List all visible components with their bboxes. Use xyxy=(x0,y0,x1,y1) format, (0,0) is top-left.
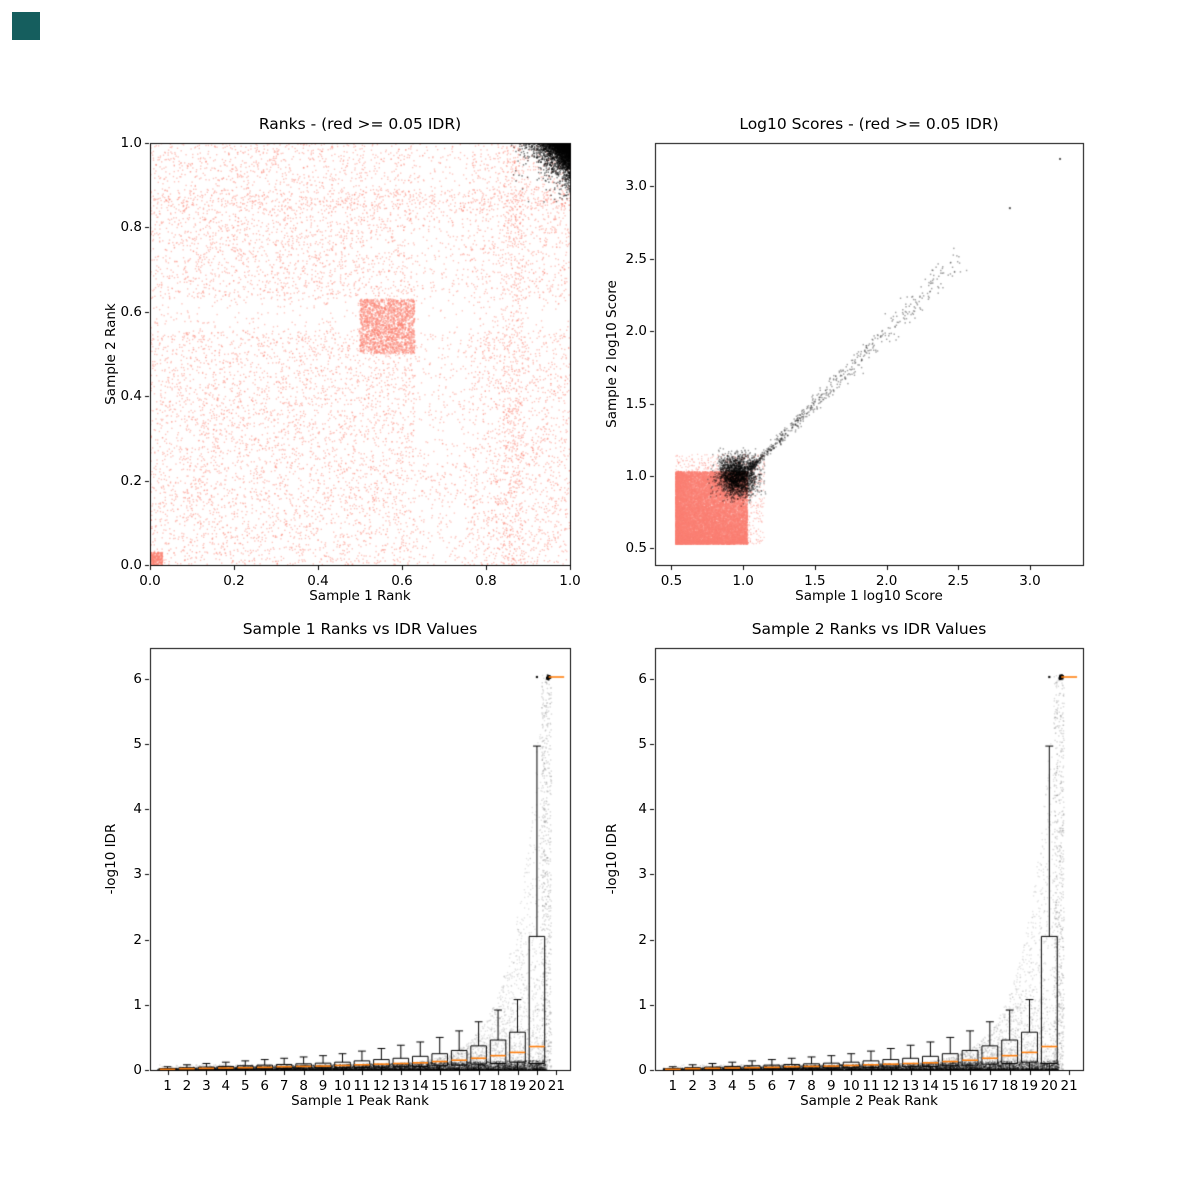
y-tick-label: 2.5 xyxy=(625,250,647,267)
x-tick-label: 21 xyxy=(547,1078,565,1094)
x-tick-label: 14 xyxy=(921,1078,940,1094)
x-tick-label: 13 xyxy=(902,1078,920,1094)
corner-artifact xyxy=(12,12,40,40)
x-tick-label: 12 xyxy=(882,1078,900,1094)
x-tick-label: 3 xyxy=(708,1078,717,1094)
y-tick-label: 1 xyxy=(638,996,647,1013)
x-tick-label: 13 xyxy=(392,1078,410,1094)
x-tick-label: 11 xyxy=(353,1078,371,1094)
sample2-idr-y-axis-label: -log10 IDR xyxy=(604,823,620,895)
x-tick-label: 0.8 xyxy=(475,573,497,589)
x-tick-label: 17 xyxy=(470,1078,488,1094)
y-tick-label: 0.2 xyxy=(120,472,142,489)
x-tick-label: 0.2 xyxy=(223,573,245,589)
x-tick-label: 0.0 xyxy=(139,573,161,589)
x-tick-label: 12 xyxy=(372,1078,390,1094)
sample2-peak-rank-x-axis-label: Sample 2 Peak Rank xyxy=(800,1093,938,1109)
scores-y-axis-label: Sample 2 log10 Score xyxy=(604,280,620,428)
x-tick-label: 5 xyxy=(240,1078,250,1094)
x-tick-label: 6 xyxy=(260,1078,270,1094)
x-tick-label: 9 xyxy=(318,1078,328,1094)
x-tick-label: 15 xyxy=(431,1078,449,1094)
y-tick-label: 3 xyxy=(638,866,647,883)
x-tick-label: 1 xyxy=(668,1078,678,1094)
y-tick-label: 5 xyxy=(133,736,142,753)
y-tick-label: 0.6 xyxy=(120,303,142,320)
x-tick-label: 0.6 xyxy=(391,573,413,589)
x-tick-label: 19 xyxy=(508,1078,527,1094)
y-tick-label: 2.0 xyxy=(625,323,647,340)
y-tick-label: 3.0 xyxy=(625,178,647,195)
x-tick-label: 2 xyxy=(688,1078,697,1094)
x-tick-label: 2 xyxy=(182,1078,192,1094)
x-tick-label: 1.0 xyxy=(559,573,581,589)
scores-x-axis-label: Sample 1 log10 Score xyxy=(795,588,943,604)
x-tick-label: 20 xyxy=(528,1078,546,1094)
x-tick-label: 8 xyxy=(807,1078,816,1094)
y-tick-label: 1.0 xyxy=(625,467,647,484)
x-tick-label: 2.0 xyxy=(875,573,898,589)
y-tick-label: 0.5 xyxy=(625,540,647,557)
ranks-y-axis-label: Sample 2 Rank xyxy=(103,303,119,405)
y-tick-label: 0.4 xyxy=(120,388,142,405)
x-tick-label: 20 xyxy=(1040,1078,1058,1094)
x-tick-label: 10 xyxy=(842,1078,860,1094)
x-tick-label: 11 xyxy=(862,1078,880,1094)
y-tick-label: 3 xyxy=(133,866,142,883)
x-tick-label: 3 xyxy=(202,1078,211,1094)
scores-plot-title: Log10 Scores - (red >= 0.05 IDR) xyxy=(739,115,999,133)
x-tick-label: 2.5 xyxy=(947,573,969,589)
y-tick-label: 2 xyxy=(638,931,647,948)
y-tick-label: 4 xyxy=(133,801,142,818)
x-tick-label: 14 xyxy=(411,1078,429,1094)
x-tick-label: 16 xyxy=(450,1078,468,1094)
sample1-peak-rank-x-axis-label: Sample 1 Peak Rank xyxy=(291,1093,429,1109)
sample1-idr-plot-title: Sample 1 Ranks vs IDR Values xyxy=(242,620,478,638)
x-tick-label: 1.0 xyxy=(732,573,754,589)
y-tick-label: 1 xyxy=(133,996,142,1013)
sample2-idr-plot-title: Sample 2 Ranks vs IDR Values xyxy=(751,620,987,638)
x-tick-label: 4 xyxy=(727,1078,737,1094)
x-tick-label: 0.5 xyxy=(660,573,683,589)
x-tick-label: 9 xyxy=(827,1078,836,1094)
x-tick-label: 7 xyxy=(279,1078,289,1094)
x-tick-label: 17 xyxy=(981,1078,999,1094)
y-tick-label: 0 xyxy=(638,1062,647,1078)
x-tick-label: 6 xyxy=(767,1078,777,1094)
y-tick-label: 6 xyxy=(133,670,142,687)
x-tick-label: 16 xyxy=(961,1078,979,1094)
sample1-idr-y-axis-label: -log10 IDR xyxy=(103,823,119,895)
y-tick-label: 1.0 xyxy=(120,135,142,151)
x-tick-label: 8 xyxy=(299,1078,308,1094)
x-tick-label: 10 xyxy=(333,1078,352,1094)
x-tick-label: 18 xyxy=(1001,1078,1019,1094)
x-tick-label: 21 xyxy=(1060,1078,1078,1094)
x-tick-label: 18 xyxy=(489,1078,507,1094)
y-tick-label: 4 xyxy=(638,801,647,818)
y-tick-label: 6 xyxy=(638,670,647,687)
ranks-x-axis-label: Sample 1 Rank xyxy=(309,588,411,604)
x-tick-label: 3.0 xyxy=(1019,573,1041,589)
ranks-plot-title: Ranks - (red >= 0.05 IDR) xyxy=(258,115,462,133)
x-tick-label: 0.4 xyxy=(307,573,329,589)
x-tick-label: 4 xyxy=(221,1078,231,1094)
y-tick-label: 0.0 xyxy=(120,557,142,573)
x-tick-label: 15 xyxy=(941,1078,959,1094)
x-tick-label: 19 xyxy=(1020,1078,1039,1094)
x-tick-label: 5 xyxy=(747,1078,757,1094)
x-tick-label: 1.5 xyxy=(804,573,826,589)
y-tick-label: 1.5 xyxy=(625,395,647,412)
y-tick-label: 5 xyxy=(638,736,647,753)
y-tick-label: 0 xyxy=(133,1062,142,1078)
x-tick-label: 7 xyxy=(787,1078,797,1094)
x-tick-label: 1 xyxy=(163,1078,172,1094)
y-tick-label: 0.8 xyxy=(120,219,142,236)
y-tick-label: 2 xyxy=(133,931,142,948)
